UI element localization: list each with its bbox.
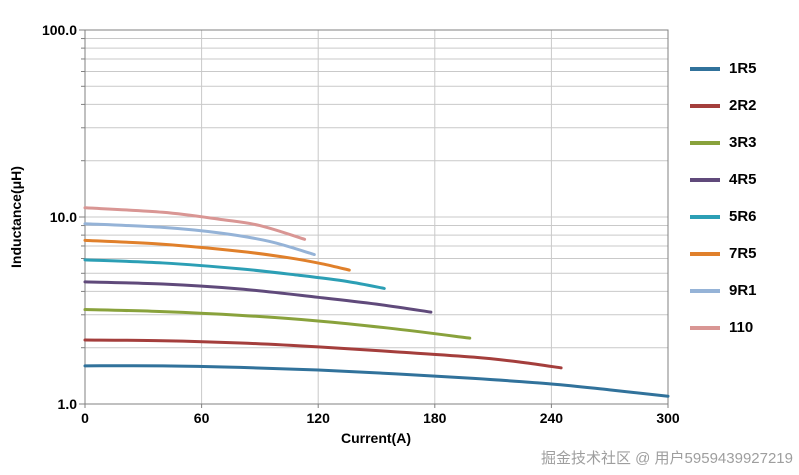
legend-label: 110 — [729, 319, 754, 336]
x-axis-title: Current(A) — [341, 430, 411, 446]
series-line-9R1 — [83, 222, 316, 257]
legend-swatch — [690, 140, 720, 145]
legend-label: 1R5 — [729, 60, 757, 77]
x-tick-label: 240 — [540, 410, 564, 426]
series-line-4R5 — [83, 280, 433, 314]
series-line-110 — [83, 206, 307, 241]
x-tick-label: 300 — [656, 410, 680, 426]
legend-label: 4R5 — [729, 171, 757, 188]
legend-swatch — [690, 66, 720, 71]
legend-item-3R3: 3R3 — [690, 124, 757, 161]
legend-swatch — [690, 177, 720, 182]
legend-swatch — [690, 214, 720, 219]
legend-item-2R2: 2R2 — [690, 87, 757, 124]
legend-label: 5R6 — [729, 208, 757, 225]
legend-swatch — [690, 325, 720, 330]
legend-label: 7R5 — [729, 245, 757, 262]
x-tick-label: 60 — [194, 410, 210, 426]
series-line-1R5 — [83, 364, 670, 398]
legend-item-9R1: 9R1 — [690, 272, 757, 309]
legend-label: 9R1 — [729, 282, 757, 299]
watermark: 掘金技术社区 @ 用户5959439927219 — [540, 450, 793, 467]
legend-item-110: 110 — [690, 309, 757, 346]
legend-item-1R5: 1R5 — [690, 50, 757, 87]
legend-item-4R5: 4R5 — [690, 161, 757, 198]
x-tick-label: 180 — [423, 410, 447, 426]
x-tick-label: 120 — [307, 410, 331, 426]
legend-item-5R6: 5R6 — [690, 198, 757, 235]
series-line-7R5 — [83, 238, 351, 272]
y-axis-title: Inductance(μH) — [8, 166, 24, 268]
y-tick-label: 1.0 — [58, 396, 78, 412]
legend-label: 3R3 — [729, 134, 757, 151]
legend: 1R5 2R2 3R3 4R5 5R6 7R5 9R1 110 — [690, 50, 757, 346]
y-tick-label: 100.0 — [42, 22, 77, 38]
legend-item-7R5: 7R5 — [690, 235, 757, 272]
series-line-5R6 — [83, 258, 386, 290]
series-line-3R3 — [83, 308, 472, 340]
y-tick-label: 10.0 — [50, 209, 77, 225]
legend-swatch — [690, 251, 720, 256]
legend-swatch — [690, 288, 720, 293]
x-tick-label: 0 — [81, 410, 89, 426]
legend-label: 2R2 — [729, 97, 757, 114]
series-line-2R2 — [83, 338, 563, 370]
legend-swatch — [690, 103, 720, 108]
